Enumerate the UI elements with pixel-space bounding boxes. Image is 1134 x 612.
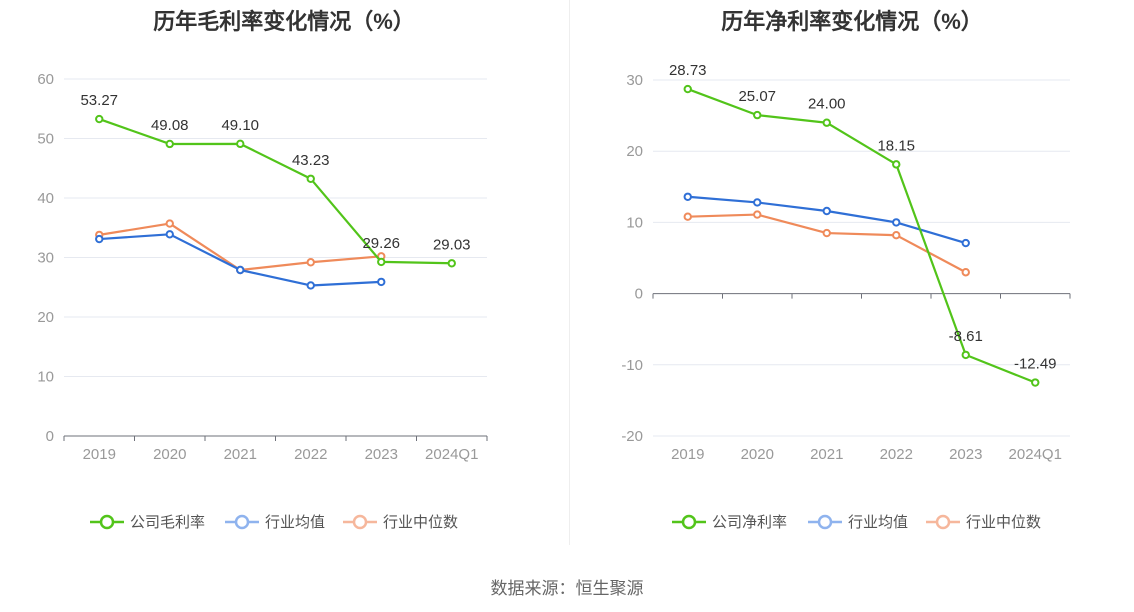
data-label: 53.27 <box>80 92 118 109</box>
data-point <box>165 219 174 228</box>
legend-swatch-marker <box>352 514 368 530</box>
data-point <box>165 139 174 149</box>
data-label: 24.00 <box>808 96 846 113</box>
legend-swatch-marker <box>234 514 250 530</box>
data-point <box>961 268 970 277</box>
data-point <box>377 277 386 287</box>
series-line <box>98 118 452 265</box>
y-tick-label: 30 <box>626 72 643 89</box>
x-tick-label: 2019 <box>671 446 704 463</box>
legend-label: 行业中位数 <box>966 514 1041 531</box>
y-tick-label: 50 <box>37 131 54 148</box>
data-point <box>961 350 970 360</box>
x-tick-label: 2024Q1 <box>1009 446 1062 463</box>
legend-label: 公司净利率 <box>712 514 787 531</box>
legend-label: 行业均值 <box>848 514 908 531</box>
data-label: 18.15 <box>877 137 915 154</box>
legend-swatch-marker <box>99 514 115 530</box>
x-tick-label: 2020 <box>741 446 774 463</box>
x-tick-label: 2019 <box>83 446 116 463</box>
y-tick-label: 30 <box>37 250 54 267</box>
data-point <box>95 114 104 124</box>
data-source-note: 数据来源：恒生聚源 <box>490 579 644 598</box>
data-point <box>306 281 315 290</box>
chart-title: 历年毛利率变化情况（%） <box>153 9 415 34</box>
x-tick-label: 2020 <box>153 446 186 463</box>
chart-divider <box>569 0 570 545</box>
x-tick-label: 2021 <box>810 446 843 463</box>
data-point <box>753 110 762 120</box>
data-label: 43.23 <box>292 152 330 169</box>
legend-label: 行业中位数 <box>383 514 458 531</box>
data-label: 25.07 <box>738 88 776 105</box>
net-margin-plot: -20 -10 0 10 20 30 2019 2020 2021 2022 2023 2024Q1 2… <box>621 62 1071 531</box>
chart-title: 历年净利率变化情况（%） <box>721 9 983 34</box>
data-label: 29.03 <box>433 236 471 253</box>
data-point <box>892 231 901 240</box>
data-point <box>447 259 456 268</box>
data-label: -12.49 <box>1014 356 1057 373</box>
x-tick-label: 2024Q1 <box>425 446 478 463</box>
y-tick-label: 20 <box>37 309 54 326</box>
data-point <box>1031 378 1040 387</box>
data-point <box>95 234 104 244</box>
legend-swatch-marker <box>681 514 697 530</box>
y-tick-label: 0 <box>635 286 643 303</box>
data-label: 49.08 <box>151 117 189 134</box>
y-tick-label: 10 <box>37 369 54 386</box>
data-point <box>683 192 692 201</box>
legend-label: 行业均值 <box>265 514 325 531</box>
y-tick-label: 60 <box>37 71 54 88</box>
x-tick-label: 2023 <box>949 446 982 463</box>
data-label: 49.10 <box>221 117 259 134</box>
y-tick-label: 10 <box>626 214 643 231</box>
net-margin-chart: 历年净利率变化情况（%） -20 -10 0 10 20 30 2019 2020 2021 20… <box>570 0 1134 560</box>
data-point <box>236 265 245 275</box>
data-point <box>822 118 831 127</box>
y-tick-label: 40 <box>37 190 54 207</box>
x-tick-label: 2023 <box>365 446 398 463</box>
data-point <box>892 218 901 227</box>
data-point <box>961 238 970 248</box>
data-point <box>753 210 762 219</box>
legend-swatch-marker <box>935 514 951 530</box>
data-point <box>892 160 901 169</box>
x-tick-label: 2022 <box>294 446 327 463</box>
data-label: -8.61 <box>949 328 983 345</box>
y-tick-label: -10 <box>621 357 643 374</box>
y-tick-label: -20 <box>621 428 643 445</box>
data-label: 29.26 <box>362 235 400 252</box>
data-point <box>683 84 692 94</box>
legend-label: 公司毛利率 <box>130 514 205 531</box>
data-point <box>753 198 762 207</box>
data-label: 28.73 <box>669 62 707 79</box>
series-line <box>99 222 382 272</box>
y-tick-label: 20 <box>626 143 643 160</box>
data-point <box>822 206 831 216</box>
x-tick-label: 2022 <box>880 446 913 463</box>
data-point <box>165 230 174 239</box>
x-tick-label: 2021 <box>224 446 257 463</box>
y-tick-label: 0 <box>46 428 54 445</box>
series-line <box>687 88 1036 384</box>
data-point <box>822 228 831 238</box>
legend-swatch-marker <box>817 514 833 530</box>
data-point <box>236 139 245 149</box>
gross-margin-plot: 0 10 20 30 40 50 60 2019 2020 2021 2022 2023 2024Q1 5… <box>37 71 488 531</box>
data-point <box>683 212 692 221</box>
data-point <box>306 258 315 267</box>
data-point <box>306 174 315 183</box>
data-point <box>377 257 386 267</box>
gross-margin-chart: 历年毛利率变化情况（%） 0 10 20 30 40 50 60 2019 2020 2021 20… <box>0 0 568 560</box>
